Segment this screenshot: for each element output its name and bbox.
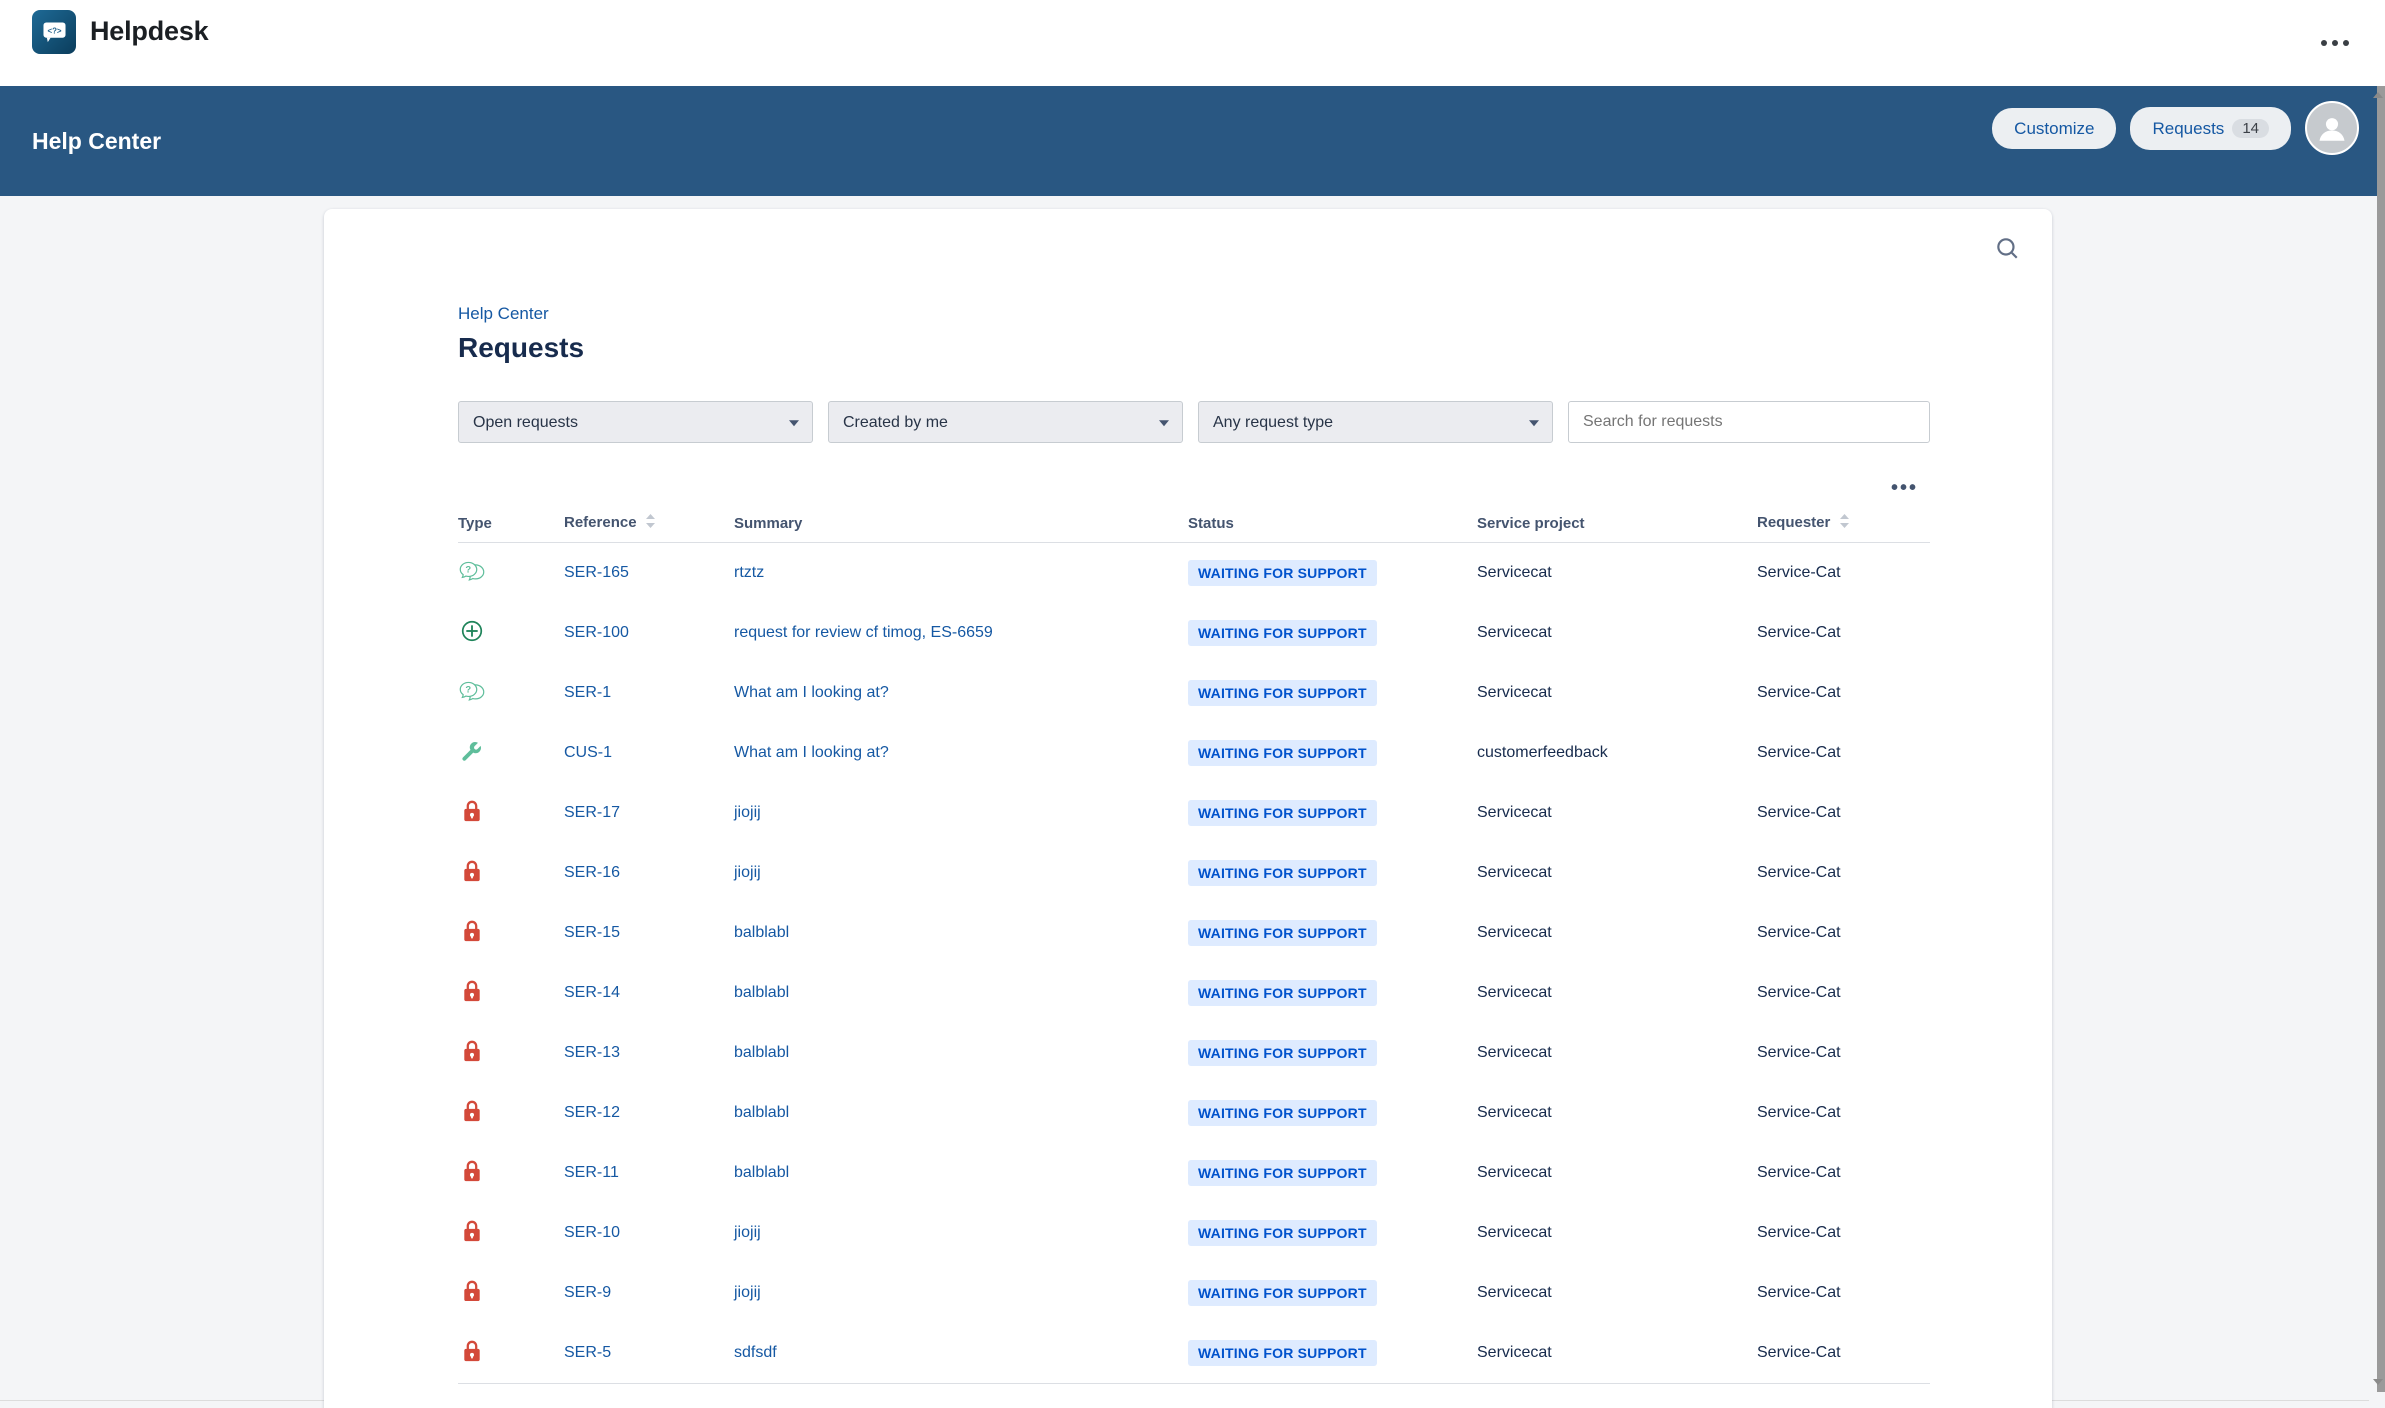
svg-text:<?>: <?>	[47, 26, 61, 35]
